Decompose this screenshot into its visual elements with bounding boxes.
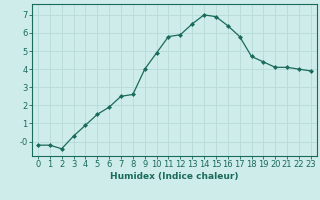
- X-axis label: Humidex (Indice chaleur): Humidex (Indice chaleur): [110, 172, 239, 181]
